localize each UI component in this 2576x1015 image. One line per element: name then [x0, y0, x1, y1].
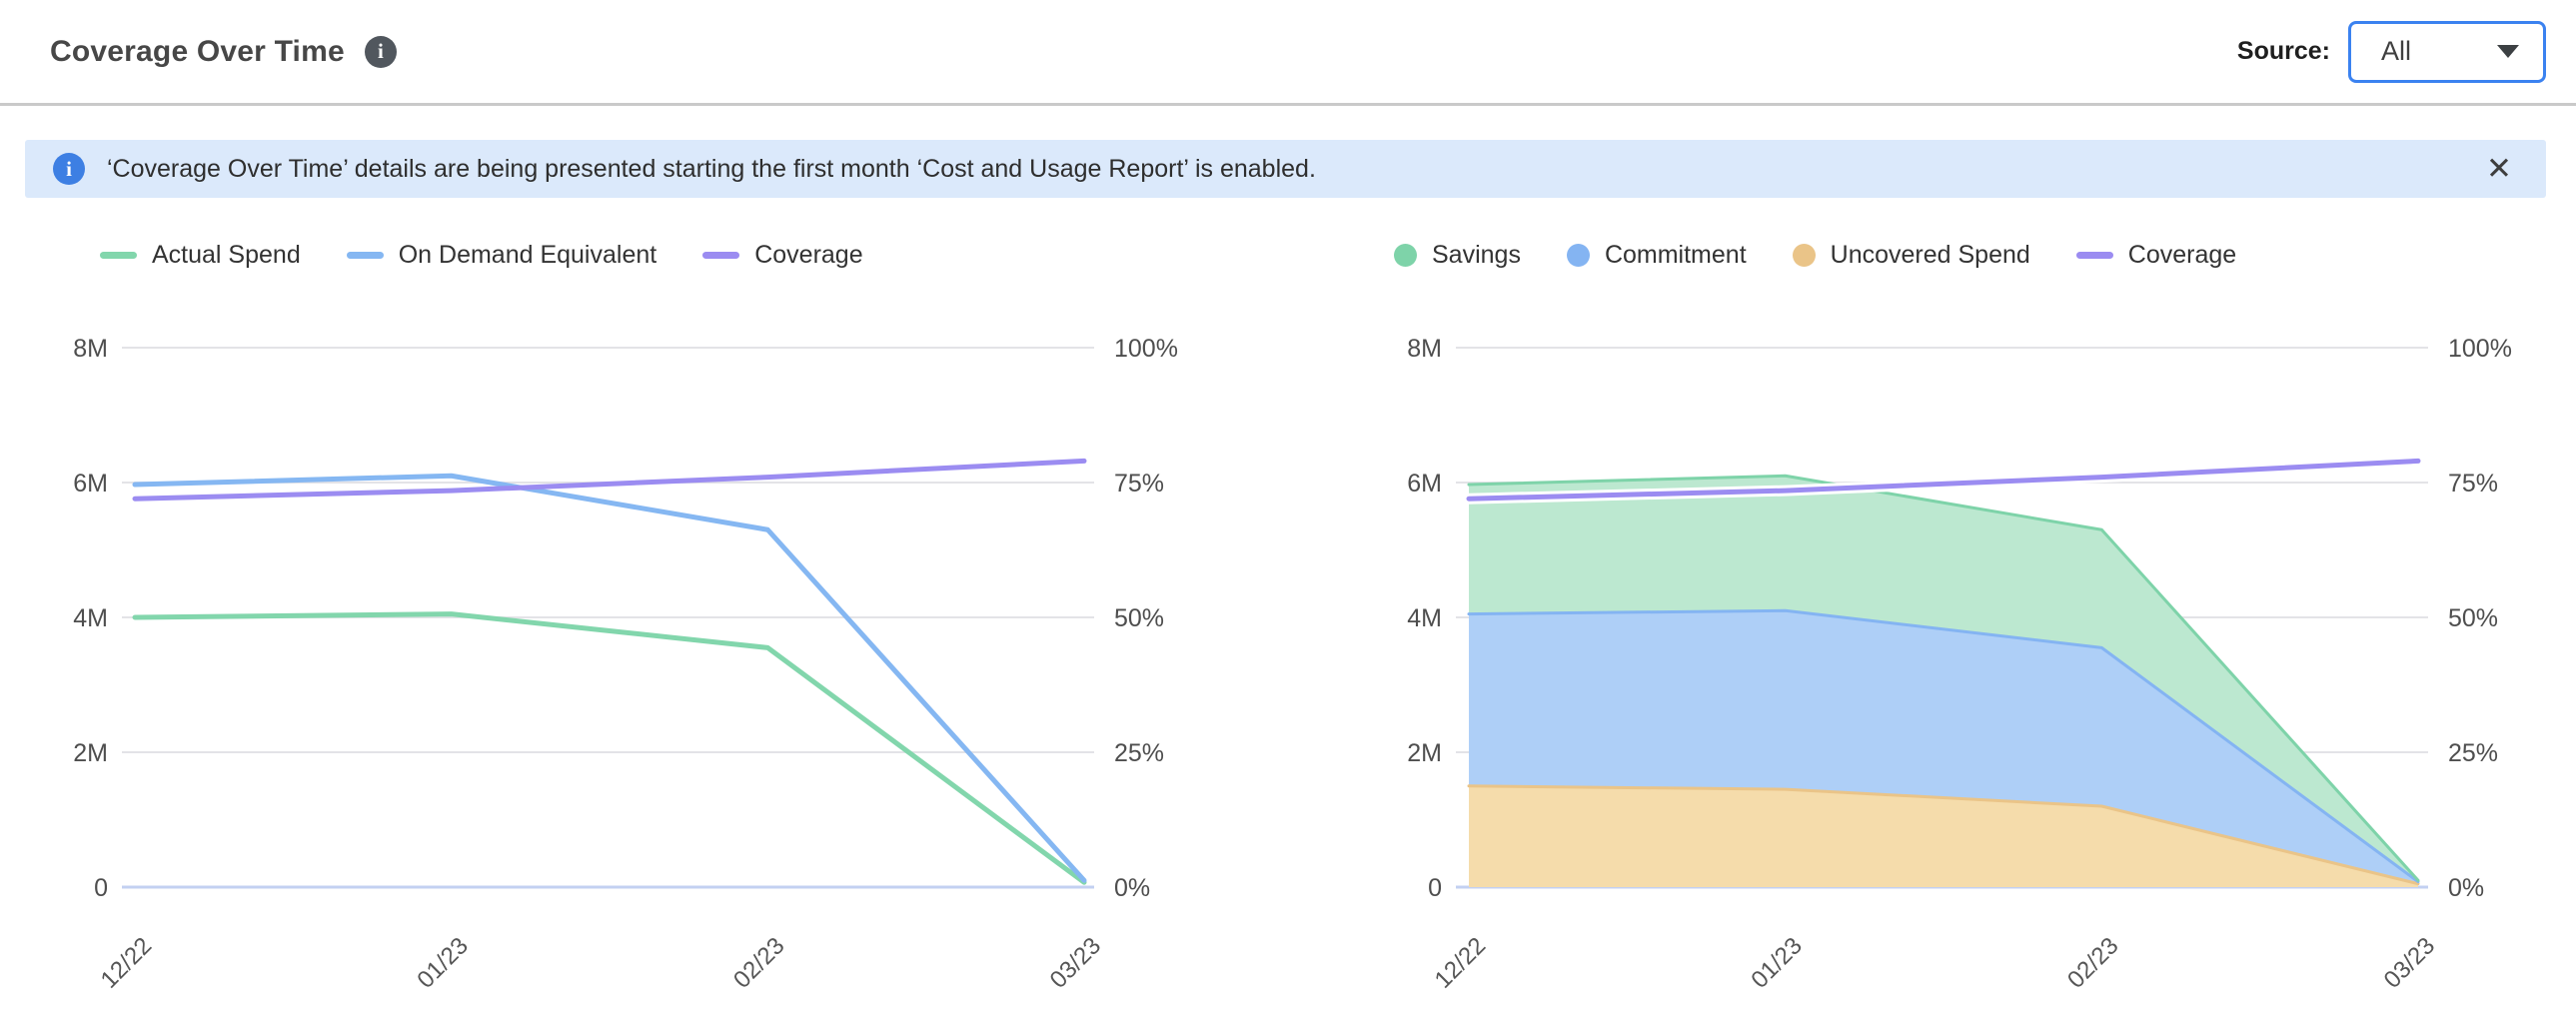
right-axis-label: 50% — [2448, 604, 2498, 632]
coverage-marker-icon — [702, 251, 740, 259]
left-axis-label: 4M — [73, 604, 108, 632]
legend-label: Coverage — [754, 240, 863, 269]
area-edge-uncovered-spend — [1467, 784, 2420, 886]
left-axis-label: 6M — [1407, 470, 1442, 498]
actual-spend-marker-icon — [100, 251, 137, 259]
commitment-marker-icon — [1566, 243, 1590, 267]
x-axis-label: 02/23 — [2062, 932, 2124, 994]
left-axis-label: 0 — [1428, 874, 1442, 902]
x-axis-label: 03/23 — [1045, 932, 1107, 994]
right-axis-label: 0% — [2448, 874, 2484, 902]
savings-marker-icon — [1394, 243, 1417, 267]
info-banner: i ‘Coverage Over Time’ details are being… — [25, 140, 2546, 198]
info-icon: i — [53, 153, 85, 185]
chart-legend: Savings Commitment Uncovered Spend Coverage — [1394, 238, 2573, 272]
coverage-line-chart: Actual Spend On Demand Equivalent Coverage… — [30, 222, 1179, 999]
coverage-marker-icon — [2075, 251, 2113, 259]
left-axis-label: 8M — [1407, 335, 1442, 363]
area-edge-commitment — [1467, 608, 2420, 884]
source-control: Source: All — [2237, 0, 2546, 103]
right-axis-label: 75% — [1114, 470, 1164, 498]
legend-label: On Demand Equivalent — [398, 240, 657, 269]
source-dropdown[interactable]: All — [2348, 20, 2546, 83]
chevron-down-icon — [2497, 45, 2519, 58]
page-title: Coverage Over Time — [50, 34, 345, 68]
left-axis-label: 8M — [73, 335, 108, 363]
title-wrap: Coverage Over Time i — [50, 0, 397, 103]
left-axis-label: 2M — [1407, 739, 1442, 767]
left-axis-label: 4M — [1407, 604, 1442, 632]
header: Coverage Over Time i Source: All — [0, 0, 2576, 103]
legend-label: Uncovered Spend — [1830, 240, 2030, 269]
right-axis-label: 100% — [2448, 335, 2512, 363]
series-line-coverage — [1466, 458, 2421, 502]
right-axis-label: 0% — [1114, 874, 1150, 902]
legend-label: Commitment — [1604, 240, 1747, 269]
legend-item-actual-spend[interactable]: Actual Spend — [100, 241, 301, 270]
x-axis-label: 02/23 — [728, 932, 790, 994]
close-icon[interactable]: ✕ — [2486, 151, 2512, 186]
title-info-icon[interactable]: i — [364, 35, 397, 68]
legend-item-coverage[interactable]: Coverage — [2075, 240, 2237, 270]
right-axis-label: 100% — [1114, 335, 1178, 363]
chart-legend: Actual Spend On Demand Equivalent Coverage — [100, 238, 1179, 272]
coverage-area-chart: Savings Commitment Uncovered Spend Coverage… — [1364, 222, 2573, 999]
legend-label: Coverage — [2127, 240, 2237, 269]
source-selected-value: All — [2381, 36, 2412, 66]
header-divider — [0, 103, 2576, 106]
uncovered-spend-marker-icon — [1792, 243, 1816, 267]
x-axis-label: 12/22 — [96, 932, 158, 994]
x-axis-label: 03/23 — [2379, 932, 2441, 994]
area-edge-savings — [1467, 474, 2420, 882]
legend-item-on-demand-equivalent[interactable]: On Demand Equivalent — [346, 240, 657, 270]
legend-label: Actual Spend — [152, 240, 301, 269]
legend-item-savings[interactable]: Savings — [1394, 241, 1521, 270]
right-axis-label: 75% — [2448, 470, 2498, 498]
on-demand-equivalent-marker-icon — [346, 251, 384, 259]
area-commitment — [1469, 610, 2418, 884]
right-axis-label: 25% — [1114, 739, 1164, 767]
banner-text: ‘Coverage Over Time’ details are being p… — [107, 154, 1316, 183]
right-axis-label: 50% — [1114, 604, 1164, 632]
area-savings — [1469, 476, 2418, 882]
source-label: Source: — [2236, 37, 2330, 65]
left-axis-label: 2M — [73, 739, 108, 767]
left-axis-label: 6M — [73, 470, 108, 498]
x-axis-label: 01/23 — [1746, 932, 1808, 994]
x-axis-label: 12/22 — [1430, 932, 1492, 994]
area-uncovered-spend — [1469, 785, 2418, 887]
savings-commitment-uncovered-areas-svg: 8M 6M 4M 2M 0 100% 75% 50% 25% 0% 12/22 01/23 02/23 0… — [1407, 335, 2512, 994]
right-axis-label: 25% — [2448, 739, 2498, 767]
series-line-coverage — [132, 458, 1087, 502]
legend-item-coverage[interactable]: Coverage — [702, 240, 863, 270]
legend-label: Savings — [1432, 240, 1521, 269]
left-axis-label: 0 — [94, 874, 108, 902]
x-axis-label: 01/23 — [412, 932, 474, 994]
legend-item-commitment[interactable]: Commitment — [1566, 240, 1747, 270]
spend-and-coverage-lines-svg: 8M 6M 4M 2M 0 100% 75% 50% 25% 0% 12/22 01/23 02/23 0… — [73, 335, 1178, 994]
series-line-actual-spend — [132, 611, 1087, 885]
legend-item-uncovered-spend[interactable]: Uncovered Spend — [1792, 240, 2030, 270]
series-line-on-demand-equivalent — [132, 473, 1087, 883]
